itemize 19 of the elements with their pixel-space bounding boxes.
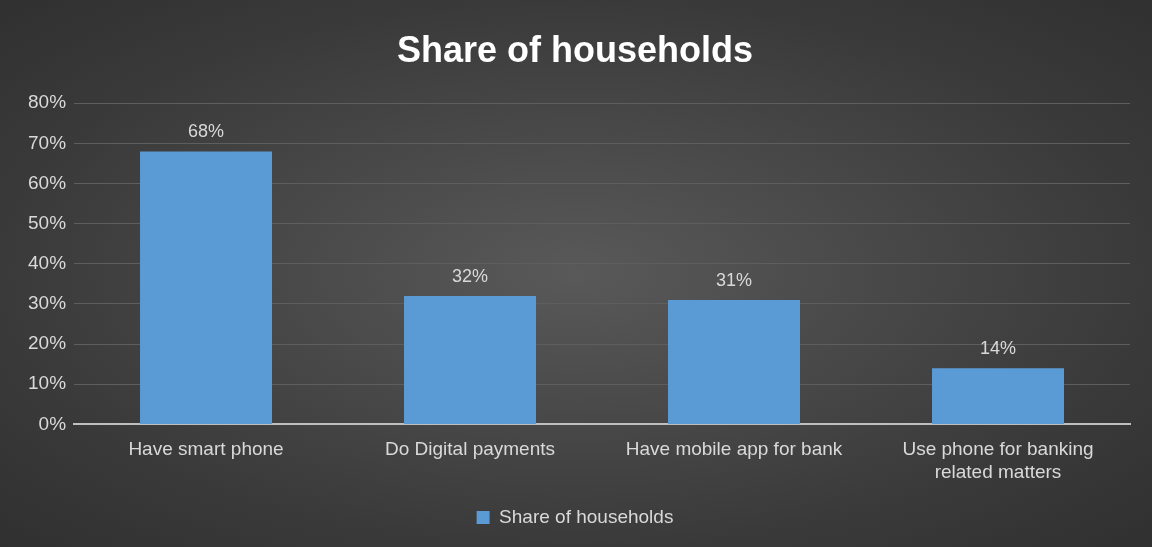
x-tick-label: Have smart phone <box>128 438 284 460</box>
x-tick-label: Have mobile app for bank <box>625 438 843 460</box>
y-tick-label: 50% <box>28 211 67 233</box>
data-label: 32% <box>452 265 489 286</box>
data-label: 31% <box>715 269 753 290</box>
y-tick-label: 80% <box>28 91 67 113</box>
y-tick-label: 40% <box>28 252 67 274</box>
x-tick-label: Use phone for banking related matters <box>902 438 1094 482</box>
data-label: 14% <box>979 338 1017 359</box>
y-tick-label: 30% <box>28 292 67 314</box>
y-tick-label: 60% <box>28 171 67 193</box>
legend-label: Share of households <box>499 505 674 527</box>
chart-title: Share of households <box>396 28 754 70</box>
y-tick-label: 70% <box>28 131 67 153</box>
y-tick-label: 10% <box>28 372 67 394</box>
y-tick-label: 0% <box>38 412 67 434</box>
x-tick-label: Do Digital payments <box>385 438 556 460</box>
data-label: 68% <box>188 121 225 142</box>
y-tick-label: 20% <box>28 332 67 354</box>
